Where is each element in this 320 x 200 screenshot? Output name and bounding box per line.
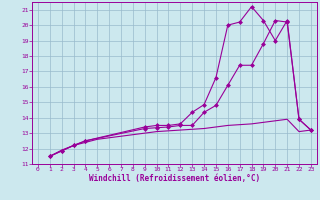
X-axis label: Windchill (Refroidissement éolien,°C): Windchill (Refroidissement éolien,°C)	[89, 174, 260, 183]
